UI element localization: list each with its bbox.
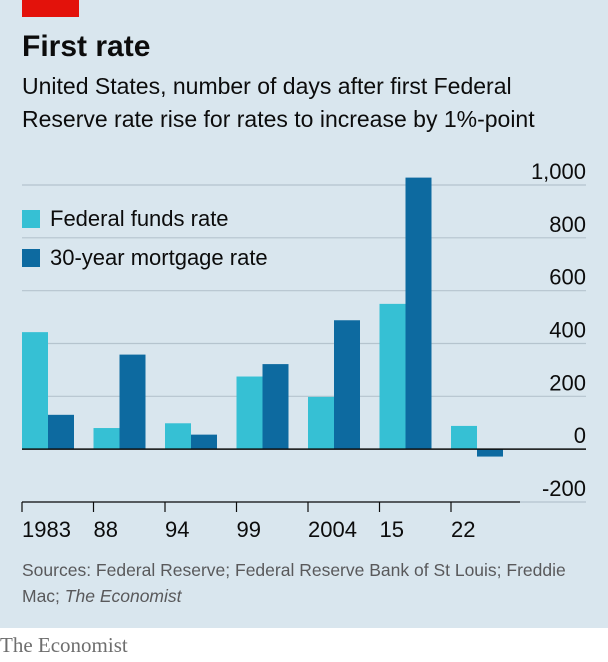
bar-federal-funds-1983 (22, 332, 48, 450)
y-tick-label: 200 (549, 370, 586, 395)
bar-mortgage-88 (119, 354, 146, 450)
chart-subtitle: United States, number of days after firs… (22, 73, 535, 132)
bar-federal-funds-22 (451, 425, 477, 450)
source-italic: The Economist (64, 586, 182, 606)
x-tick-label: 15 (380, 517, 404, 540)
bar-mortgage-94 (191, 434, 217, 450)
legend-item-mortgage: 30-year mortgage rate (22, 243, 268, 273)
bar-federal-funds-88 (93, 428, 120, 450)
x-tick-label: 1983 (22, 517, 71, 540)
legend-swatch-light (22, 210, 40, 228)
bar-mortgage-1983 (48, 414, 74, 450)
legend-label-federal-funds: Federal funds rate (50, 206, 229, 231)
y-tick-label: 600 (549, 265, 586, 290)
chart-card: First rate United States, number of days… (0, 0, 608, 628)
chart-plot: 1,000 800 600 400 200 0 -200 1983 88 94 99 2004 15 22 (21, 159, 586, 540)
bar-federal-funds-2004 (308, 396, 334, 450)
bar-mortgage-2004 (334, 320, 360, 450)
brand-red-bar (22, 0, 79, 17)
bar-mortgage-99 (262, 364, 289, 450)
y-tick-label: 400 (549, 318, 586, 343)
bar-federal-funds-15 (379, 303, 406, 450)
x-tick-label: 2004 (308, 517, 357, 540)
bar-mortgage-15 (405, 177, 432, 450)
bar-federal-funds-99 (236, 376, 263, 450)
source-note: Sources: Federal Reserve; Federal Reserv… (22, 557, 582, 609)
y-tick-label: -200 (542, 476, 586, 501)
chart-title: First rate (22, 30, 151, 63)
y-tick-label: 0 (574, 423, 586, 448)
y-tick-label: 1,000 (531, 159, 586, 184)
x-tick-label: 22 (451, 517, 475, 540)
x-tick-label: 88 (94, 517, 118, 540)
legend-item-federal-funds: Federal funds rate (22, 204, 229, 234)
legend-swatch-dark (22, 249, 40, 267)
source-text: Sources: Federal Reserve; Federal Reserv… (22, 560, 566, 606)
bar-mortgage-22 (477, 449, 503, 457)
x-tick-label: 94 (165, 517, 189, 540)
legend-label-mortgage: 30-year mortgage rate (50, 245, 268, 270)
x-tick-label: 99 (237, 517, 261, 540)
bar-federal-funds-94 (165, 423, 191, 450)
brand-wordmark: The Economist (0, 633, 128, 657)
y-tick-label: 800 (549, 212, 586, 237)
